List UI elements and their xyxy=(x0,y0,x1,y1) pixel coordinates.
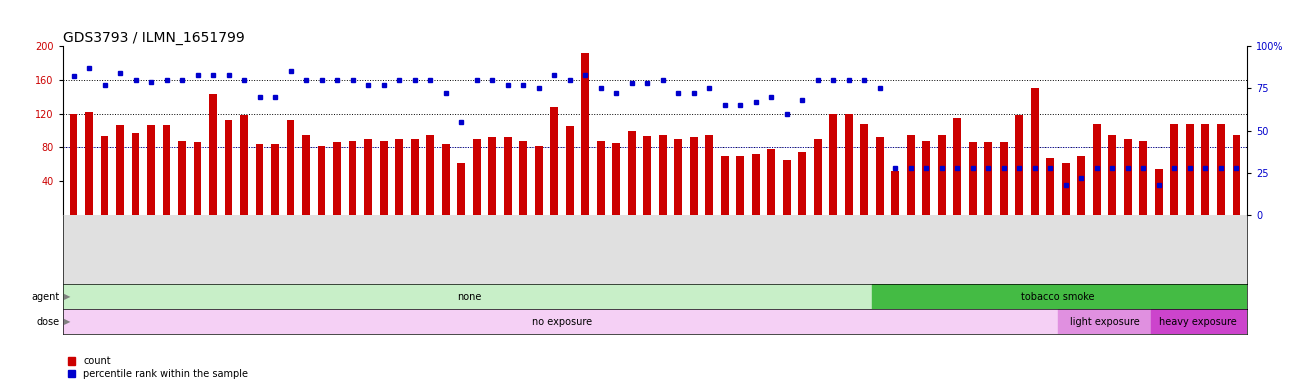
Text: dose: dose xyxy=(37,316,60,327)
Bar xyxy=(845,114,853,215)
Bar xyxy=(69,114,77,215)
Bar xyxy=(721,156,729,215)
Bar xyxy=(302,135,310,215)
Bar xyxy=(613,143,620,215)
Bar xyxy=(705,135,713,215)
Bar xyxy=(396,139,404,215)
Bar xyxy=(457,163,465,215)
Bar xyxy=(861,124,868,215)
Bar xyxy=(178,141,185,215)
Bar xyxy=(674,139,682,215)
Bar xyxy=(953,118,961,215)
Bar xyxy=(782,160,790,215)
Bar xyxy=(1151,309,1247,334)
Bar xyxy=(380,141,388,215)
Bar xyxy=(163,125,171,215)
Text: no exposure: no exposure xyxy=(532,316,592,327)
Bar xyxy=(1217,124,1225,215)
Bar xyxy=(85,112,93,215)
Bar xyxy=(1202,124,1209,215)
Bar xyxy=(798,152,806,215)
Bar xyxy=(193,142,201,215)
Bar xyxy=(209,94,217,215)
Bar xyxy=(1046,157,1054,215)
Bar xyxy=(1058,309,1151,334)
Bar xyxy=(737,156,744,215)
Bar xyxy=(969,142,977,215)
Bar xyxy=(520,141,528,215)
Bar xyxy=(1077,156,1085,215)
Bar xyxy=(1155,169,1162,215)
Bar xyxy=(829,114,837,215)
Bar xyxy=(63,309,1058,334)
Bar xyxy=(644,136,652,215)
Bar xyxy=(63,284,872,309)
Bar xyxy=(581,53,589,215)
Bar xyxy=(488,137,496,215)
Bar xyxy=(1109,135,1117,215)
Bar xyxy=(690,137,697,215)
Bar xyxy=(116,125,124,215)
Text: GDS3793 / ILMN_1651799: GDS3793 / ILMN_1651799 xyxy=(63,31,244,45)
Text: agent: agent xyxy=(31,291,60,302)
Bar xyxy=(768,149,776,215)
Bar xyxy=(565,126,573,215)
Text: heavy exposure: heavy exposure xyxy=(1158,316,1237,327)
Bar xyxy=(441,144,449,215)
Bar xyxy=(349,141,357,215)
Bar xyxy=(272,144,279,215)
Bar xyxy=(876,137,884,215)
Bar xyxy=(287,121,294,215)
Bar xyxy=(240,115,248,215)
Text: ▶: ▶ xyxy=(64,317,71,326)
Text: light exposure: light exposure xyxy=(1070,316,1139,327)
Bar xyxy=(938,135,946,215)
Bar xyxy=(504,137,512,215)
Bar xyxy=(1124,139,1132,215)
Bar xyxy=(892,171,899,215)
Bar xyxy=(333,142,341,215)
Bar xyxy=(1016,115,1023,215)
Bar xyxy=(132,133,140,215)
Bar xyxy=(256,144,264,215)
Bar xyxy=(1233,135,1241,215)
Bar xyxy=(1093,124,1101,215)
Bar xyxy=(148,125,155,215)
Text: ▶: ▶ xyxy=(64,292,71,301)
Bar xyxy=(1186,124,1194,215)
Bar xyxy=(1062,163,1070,215)
Bar xyxy=(1139,141,1147,215)
Text: tobacco smoke: tobacco smoke xyxy=(1021,291,1094,302)
Bar xyxy=(101,136,108,215)
Bar xyxy=(906,135,914,215)
Legend: count, percentile rank within the sample: count, percentile rank within the sample xyxy=(68,356,248,379)
Bar xyxy=(597,141,605,215)
Bar xyxy=(628,131,636,215)
Bar xyxy=(411,139,418,215)
Bar xyxy=(225,121,232,215)
Bar xyxy=(1000,142,1008,215)
Bar xyxy=(317,146,325,215)
Bar xyxy=(550,107,558,215)
Bar xyxy=(364,139,372,215)
Bar xyxy=(814,139,821,215)
Bar xyxy=(473,139,481,215)
Text: none: none xyxy=(457,291,481,302)
Bar xyxy=(1030,88,1038,215)
Bar xyxy=(658,135,666,215)
Bar xyxy=(534,146,542,215)
Bar xyxy=(872,284,1247,309)
Bar xyxy=(922,141,930,215)
Bar xyxy=(426,135,434,215)
Bar xyxy=(1170,124,1178,215)
Bar xyxy=(752,154,760,215)
Bar xyxy=(985,142,993,215)
